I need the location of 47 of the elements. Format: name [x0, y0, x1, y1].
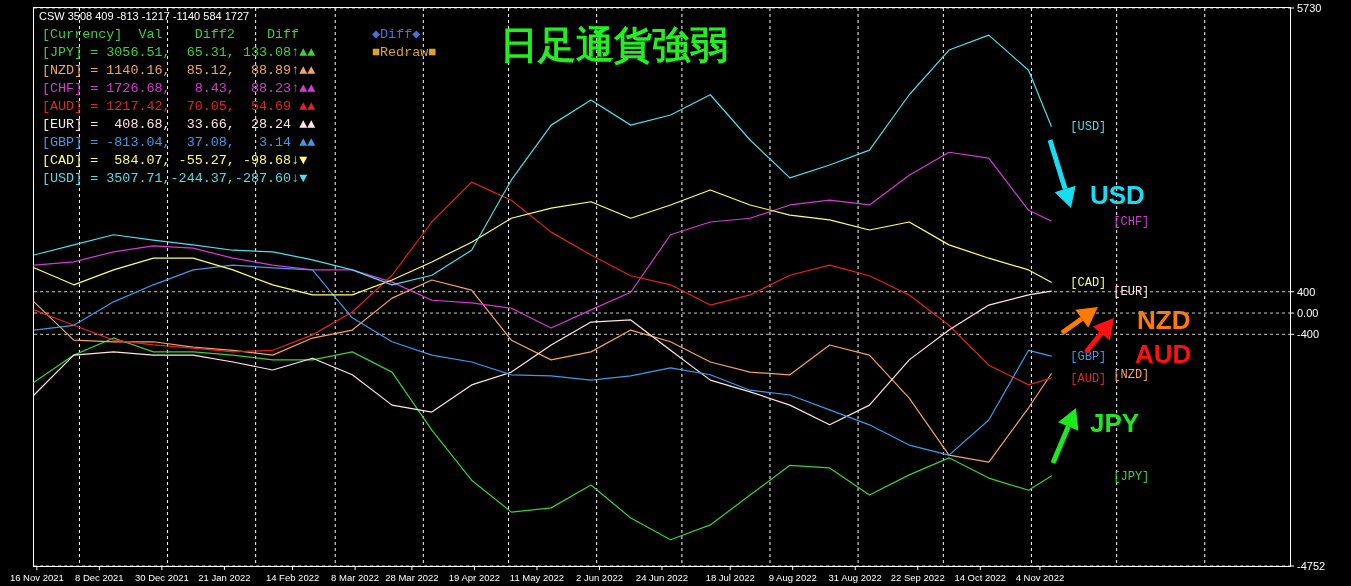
annotation: NZD	[1137, 305, 1191, 335]
x-tick-label: 19 Apr 2022	[448, 572, 501, 583]
annotation: [AUD] = 1217.42, 70.05, 54.69 ▲▲	[42, 99, 316, 114]
x-tick-label: 21 Jan 2022	[198, 572, 251, 583]
annotation: [GBP] = -813.04, 37.08, 3.14 ▲▲	[42, 135, 316, 150]
annotation: [NZD] = 1140.16, 85.12, 88.89↑▲▲	[42, 63, 316, 78]
x-tick-label: 8 Mar 2022	[331, 572, 380, 583]
x-tick-label: 22 Sep 2022	[890, 572, 945, 583]
x-tick-label: 11 May 2022	[509, 572, 565, 583]
x-tick-label: 4 Nov 2022	[1015, 572, 1065, 583]
x-tick-label: 28 Mar 2022	[385, 572, 439, 583]
y-tick-label: -400	[1297, 328, 1320, 341]
annotation: AUD	[1135, 339, 1192, 369]
x-tick-label: 8 Dec 2021	[75, 572, 124, 583]
chart-title: 日足通貨強弱	[500, 24, 728, 66]
text: [NZD]	[1113, 367, 1150, 382]
series-label: [USD]	[1070, 120, 1107, 135]
y-tick-label: 0.00	[1297, 307, 1319, 320]
series-label: [AUD]	[1070, 371, 1107, 386]
annotation: [EUR] = 408.68, 33.66, 28.24 ▲▲	[42, 117, 316, 132]
annotation: [CAD] = 584.07, -55.27, -98.68↓▼	[42, 153, 308, 168]
annotation: [CHF] = 1726.68, 8.43, 88.23↑▲▲	[42, 81, 316, 96]
annotation: CSW 3508 409 -813 -1217 -1140 584 1727	[39, 10, 250, 22]
x-tick-label: 31 Aug 2022	[828, 572, 882, 583]
annotation: USD	[1090, 180, 1145, 210]
text: [CHF]	[1113, 214, 1150, 229]
x-tick-label: 16 Nov 2021	[9, 572, 64, 583]
series-label: [GBP]	[1070, 350, 1107, 365]
y-tick-label: 400	[1297, 285, 1316, 298]
annotation: [USD] = 3507.71,-244.37,-287.60↓▼	[42, 171, 308, 186]
y-tick-label: -4752	[1297, 560, 1326, 572]
annotation: ◆Diff◆	[372, 27, 422, 42]
y-tick-label: 5730	[1297, 2, 1322, 14]
text: [JPY]	[1113, 469, 1150, 484]
x-tick-label: 9 Aug 2022	[768, 572, 817, 583]
annotation: ■Redraw■	[372, 45, 437, 60]
series-label: [CAD]	[1070, 276, 1107, 291]
annotation: [Currency] Val Diff2 Diff	[42, 27, 300, 42]
x-tick-label: 14 Oct 2022	[954, 572, 1007, 583]
x-tick-label: 2 Jun 2022	[575, 572, 623, 583]
annotation: [JPY] = 3056.51, 65.31, 133.08↑▲▲	[42, 45, 316, 60]
x-tick-label: 18 Jul 2022	[705, 572, 755, 583]
text: [EUR]	[1113, 285, 1150, 300]
x-tick-label: 30 Dec 2021	[134, 572, 189, 583]
x-tick-label: 14 Feb 2022	[265, 572, 320, 583]
annotation: JPY	[1090, 408, 1140, 438]
x-tick-label: 24 Jun 2022	[635, 572, 689, 583]
